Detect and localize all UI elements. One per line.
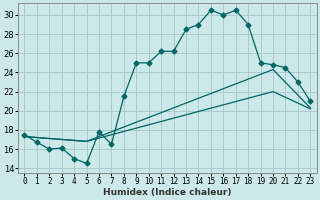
X-axis label: Humidex (Indice chaleur): Humidex (Indice chaleur) [103,188,232,197]
